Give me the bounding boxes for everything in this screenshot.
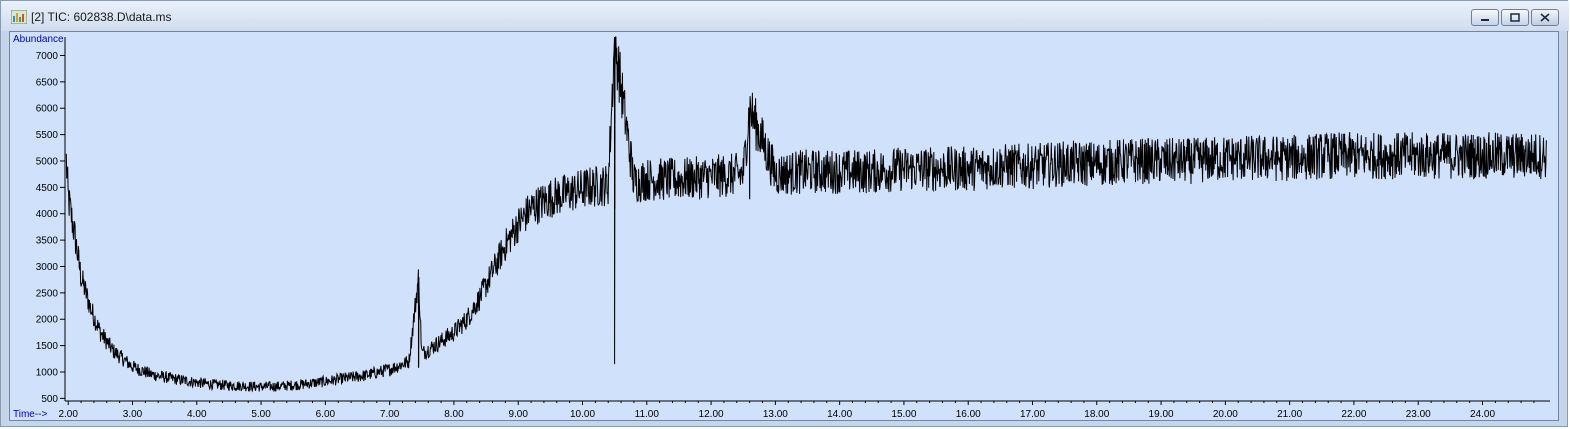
x-tick-label: 21.00 (1277, 409, 1302, 420)
window-title: [2] TIC: 602838.D\data.ms (31, 10, 172, 24)
x-tick-label: 10.00 (570, 409, 595, 420)
y-tick-label: 5000 (36, 156, 59, 167)
x-tick-label: 22.00 (1341, 409, 1366, 420)
y-tick-label: 1500 (36, 341, 59, 352)
x-tick-label: 15.00 (891, 409, 916, 420)
x-tick-label: 5.00 (251, 409, 271, 420)
chart-area: Abundance Time--> 500 1000 1500 2000 2500 300… (9, 31, 1559, 421)
y-tick-label: 4000 (36, 209, 59, 220)
y-tick-label: 4500 (36, 183, 59, 194)
x-tick-label: 8.00 (444, 409, 464, 420)
minimize-icon (1481, 19, 1489, 21)
x-tick-label: 19.00 (1149, 409, 1174, 420)
y-tick-label: 3500 (36, 236, 59, 247)
close-button[interactable] (1531, 9, 1559, 26)
x-tick-label: 6.00 (316, 409, 336, 420)
x-tick-label: 2.00 (58, 409, 78, 420)
minimize-button[interactable] (1471, 9, 1499, 26)
x-tick-label: 23.00 (1406, 409, 1431, 420)
x-tick-label: 12.00 (699, 409, 724, 420)
y-tick-label: 3000 (36, 262, 59, 273)
x-tick-label: 13.00 (763, 409, 788, 420)
restore-icon (1510, 13, 1520, 22)
y-tick-label: 500 (41, 394, 58, 405)
x-tick-label: 7.00 (380, 409, 400, 420)
x-tick-label: 16.00 (956, 409, 981, 420)
title-bar[interactable]: [2] TIC: 602838.D\data.ms (1, 1, 1569, 31)
y-tick-label: 2000 (36, 315, 59, 326)
x-tick-label: 17.00 (1020, 409, 1045, 420)
tic-chart: Abundance Time--> 500 1000 1500 2000 2500 300… (13, 34, 1550, 420)
chromatogram-app-icon (11, 10, 27, 24)
x-tick-label: 9.00 (508, 409, 528, 420)
x-tick-label: 11.00 (635, 409, 660, 420)
y-tick-label: 6500 (36, 77, 59, 88)
y-tick-label: 6000 (36, 104, 59, 115)
x-tick-label: 20.00 (1213, 409, 1238, 420)
x-tick-label: 14.00 (827, 409, 852, 420)
restore-button[interactable] (1501, 9, 1529, 26)
x-axis-label: Time--> (13, 409, 48, 420)
tic-trace (65, 36, 1547, 393)
y-axis-label: Abundance (13, 34, 64, 45)
x-tick-label: 24.00 (1470, 409, 1495, 420)
y-tick-label: 5500 (36, 130, 59, 141)
x-tick-label: 4.00 (187, 409, 207, 420)
close-icon (1540, 13, 1550, 22)
x-tick-label: 3.00 (123, 409, 143, 420)
x-tick-label: 18.00 (1084, 409, 1109, 420)
y-tick-label: 1000 (36, 367, 59, 378)
y-tick-label: 2500 (36, 288, 59, 299)
y-tick-label: 7000 (36, 51, 59, 62)
